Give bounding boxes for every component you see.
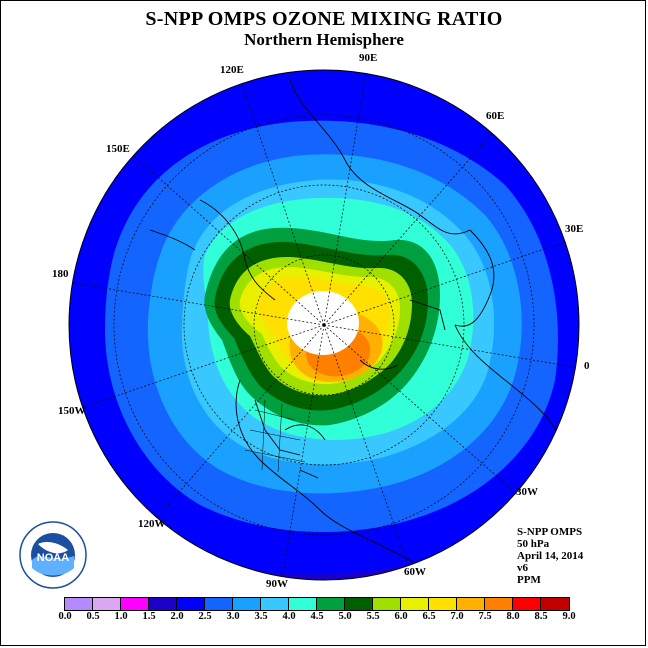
instrument-name: S-NPP OMPS [517,526,583,538]
noaa-logo-text: NOAA [37,552,69,564]
colorbar-tick-label: 6.5 [422,611,436,622]
colorbar-tick-label: 2.5 [198,611,212,622]
colorbar-cell [93,598,121,610]
colorbar-tick-label: 6.0 [394,611,408,622]
colorbar-cell [345,598,373,610]
colorbar-cell [457,598,485,610]
colorbar-tick-label: 5.0 [338,611,352,622]
colorbar-tick-label: 9.0 [562,611,576,622]
colorbar-tick-label: 8.5 [534,611,548,622]
colorbar-cell [149,598,177,610]
product-info: S-NPP OMPS 50 hPa April 14, 2014 v6 PPM [517,526,583,586]
colorbar-cell [121,598,149,610]
lon-label-0: 0 [584,360,590,372]
colorbar-tick-label: 7.0 [450,611,464,622]
lon-label-150e: 150E [106,143,130,155]
colorbar-cell [65,598,93,610]
coastlines [149,79,567,576]
lon-label-30w: 30W [516,486,538,498]
colorbar-cell [513,598,541,610]
product-version: v6 [517,562,528,574]
map-boundary [68,69,580,581]
lon-label-120e: 120E [220,64,244,76]
colorbar-cell [373,598,401,610]
lon-label-120w: 120W [138,518,166,530]
lon-label-90w: 90W [266,578,288,590]
colorbar-tick-label: 4.0 [282,611,296,622]
ozone-field [69,70,579,580]
colorbar [64,597,570,611]
colorbar-tick-label: 0.0 [58,611,72,622]
lon-label-60w: 60W [404,566,426,578]
colorbar-tick-label: 5.5 [366,611,380,622]
graticule [69,71,579,580]
colorbar-tick-label: 7.5 [478,611,492,622]
colorbar-tick-label: 3.5 [254,611,268,622]
lon-label-30e: 30E [565,223,584,235]
colorbar-tick-label: 4.5 [310,611,324,622]
observation-date: April 14, 2014 [517,550,584,562]
colorbar-tick-label: 8.0 [506,611,520,622]
colorbar-cell [289,598,317,610]
colorbar-cell [485,598,513,610]
polar-night-no-data [287,291,359,355]
map-title: S-NPP OMPS OZONE MIXING RATIO [145,8,503,30]
colorbar-cell [261,598,289,610]
colorbar-cell [401,598,429,610]
colorbar-cell [541,598,569,610]
colorbar-cell [233,598,261,610]
colorbar-cell [317,598,345,610]
colorbar-cell [429,598,457,610]
colorbar-cell [205,598,233,610]
colorbar-tick-label: 3.0 [226,611,240,622]
units-label: PPM [517,574,541,586]
lon-label-180: 180 [52,268,69,280]
us-state-borders [244,399,306,473]
colorbar-tick-label: 0.5 [86,611,100,622]
lon-label-60e: 60E [486,110,505,122]
colorbar-ticks: 0.0 0.5 1.0 1.5 2.0 2.5 3.0 3.5 4.0 4.5 5.0 5.5 6.0 6… [52,611,612,625]
colorbar-cell [177,598,205,610]
map-subtitle: Northern Hemisphere [244,30,404,49]
pressure-level: 50 hPa [517,538,550,550]
lon-label-90e: 90E [359,52,378,64]
colorbar-tick-label: 2.0 [170,611,184,622]
lon-label-150w: 150W [58,405,86,417]
noaa-logo-icon: NOAA [19,521,87,589]
colorbar-tick-label: 1.0 [114,611,128,622]
colorbar-tick-label: 1.5 [142,611,156,622]
